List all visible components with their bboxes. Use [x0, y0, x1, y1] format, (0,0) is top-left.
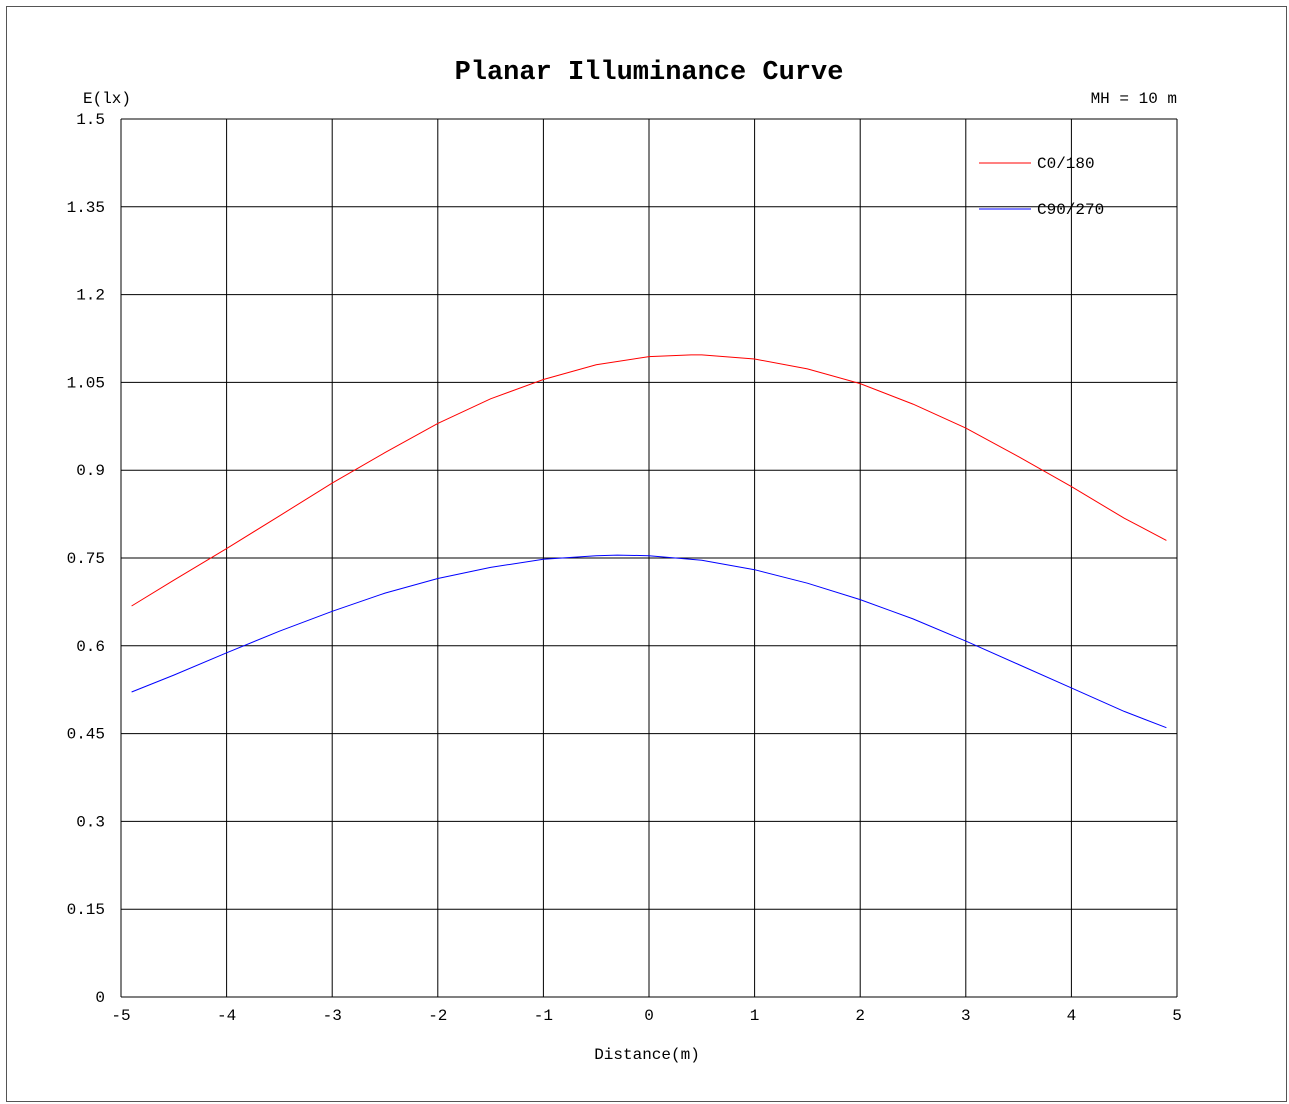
legend-label-c90-270: C90/270: [1037, 201, 1104, 219]
x-tick-label: -1: [534, 1007, 553, 1025]
chart-ticks: -5 -4 -3 -2 -1 0 1 2 3 4 5 0 0.15 0.3 0.45 0.6 0.75 0.9 1.…: [67, 111, 1182, 1025]
y-tick-label: 1.5: [76, 111, 105, 129]
y-tick-label: 1.2: [76, 287, 105, 305]
chart-title: Planar Illuminance Curve: [455, 58, 844, 88]
x-tick-label: -3: [323, 1007, 342, 1025]
y-tick-label: 0: [95, 989, 105, 1007]
mh-annotation: MH = 10 m: [1091, 90, 1177, 108]
y-tick-label: 1.05: [67, 374, 105, 392]
chart-legend: C0/180 C90/270: [979, 155, 1104, 219]
x-tick-label: -2: [428, 1007, 447, 1025]
series-line-c0-180: [131, 354, 1167, 607]
x-tick-label: 5: [1172, 1007, 1182, 1025]
x-tick-label: -5: [111, 1007, 130, 1025]
y-tick-label: 0.15: [67, 901, 105, 919]
y-tick-label: 0.6: [76, 638, 105, 656]
x-tick-label: 0: [644, 1007, 654, 1025]
y-tick-label: 0.75: [67, 550, 105, 568]
x-tick-label: 2: [855, 1007, 865, 1025]
legend-label-c0-180: C0/180: [1037, 155, 1095, 173]
chart-series: [131, 354, 1167, 729]
chart-grid: [120, 118, 1178, 998]
y-tick-label: 0.3: [76, 813, 105, 831]
chart-frame: -5 -4 -3 -2 -1 0 1 2 3 4 5 0 0.15 0.3 0.45 0.6 0.75 0.9 1.…: [6, 6, 1287, 1102]
illuminance-chart: -5 -4 -3 -2 -1 0 1 2 3 4 5 0 0.15 0.3 0.45 0.6 0.75 0.9 1.…: [67, 58, 1182, 1064]
y-axis-label: E(lx): [83, 90, 131, 108]
y-tick-label: 0.9: [76, 462, 105, 480]
x-axis-label: Distance(m): [594, 1046, 700, 1064]
x-tick-label: 3: [961, 1007, 971, 1025]
x-tick-label: -4: [217, 1007, 236, 1025]
x-tick-label: 4: [1067, 1007, 1077, 1025]
y-tick-label: 1.35: [67, 199, 105, 217]
x-tick-label: 1: [750, 1007, 760, 1025]
series-line-c90-270: [131, 554, 1167, 729]
y-tick-label: 0.45: [67, 726, 105, 744]
